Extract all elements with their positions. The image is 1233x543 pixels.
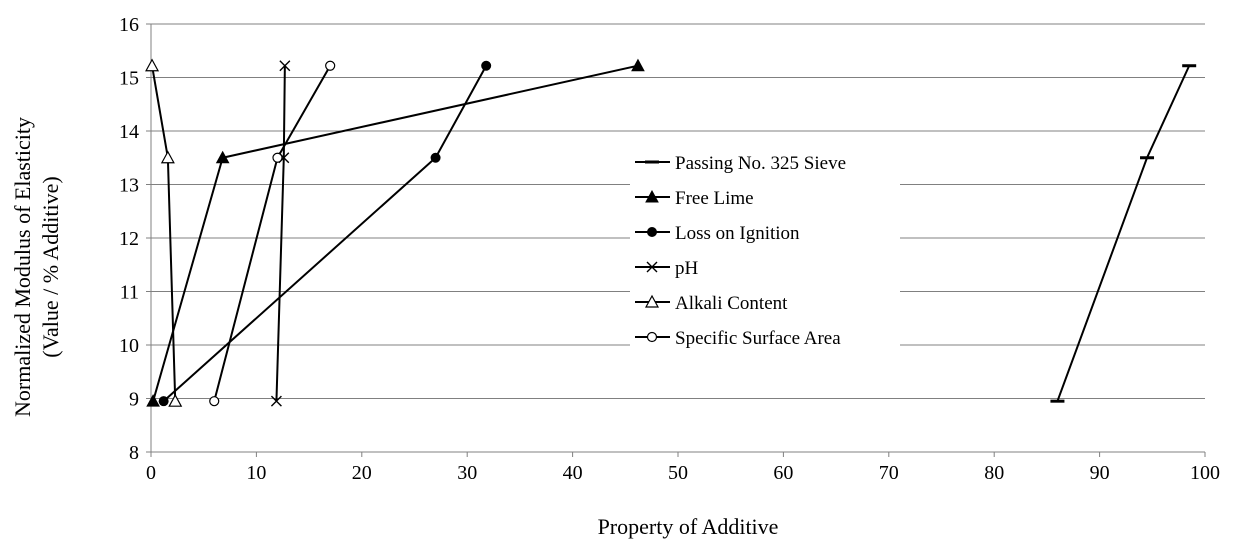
- y-tick-label-15: 15: [119, 68, 139, 90]
- data-point-ph-3: [279, 60, 291, 72]
- series-line-alkali-content: [151, 65, 177, 402]
- data-point-alkali-content-3: [145, 58, 160, 72]
- data-point-specific-surface-area-1: [209, 396, 220, 407]
- data-point-free-lime-2: [215, 150, 230, 164]
- data-point-specific-surface-area-3: [325, 60, 336, 71]
- y-tick-label-10: 10: [119, 335, 139, 357]
- y-tick-label-11: 11: [120, 282, 139, 304]
- data-point-alkali-content-1: [168, 393, 183, 407]
- series-loss-on-ignition: [158, 60, 492, 407]
- legend-marker-alkali-content: [644, 294, 660, 308]
- series-ph: [270, 60, 291, 407]
- data-point-loss-on-ignition-2: [430, 152, 441, 163]
- y-axis-title-line-2: (Value / % Additive): [38, 176, 63, 357]
- x-tick-label-50: 50: [668, 462, 688, 484]
- legend-marker-specific-surface-area: [646, 331, 658, 343]
- legend-label-alkali-content: Alkali Content: [675, 293, 788, 314]
- x-tick-label-80: 80: [984, 462, 1004, 484]
- x-tick-label-60: 60: [773, 462, 793, 484]
- legend-marker-free-lime: [645, 189, 659, 203]
- series-line-free-lime: [152, 64, 639, 402]
- x-tick-label-100: 100: [1190, 462, 1220, 484]
- series-line-specific-surface-area: [213, 65, 332, 402]
- series-free-lime: [146, 58, 645, 407]
- y-tick-label-16: 16: [119, 14, 139, 36]
- data-point-alkali-content-2: [160, 150, 175, 164]
- x-tick-label-70: 70: [879, 462, 899, 484]
- series-line-loss-on-ignition: [162, 65, 488, 402]
- legend-item-loss-on-ignition: Loss on Ignition: [635, 223, 800, 244]
- data-point-free-lime-1: [146, 394, 160, 407]
- y-tick-label-9: 9: [129, 389, 139, 411]
- legend-label-specific-surface-area: Specific Surface Area: [675, 328, 841, 349]
- series-group: [145, 58, 1197, 407]
- axes: [146, 23, 1206, 457]
- legend-label-free-lime: Free Lime: [675, 188, 754, 209]
- data-point-free-lime-3: [631, 58, 645, 72]
- legend-background: [630, 146, 900, 376]
- y-axis-title: Normalized Modulus of Elasticity (Value …: [10, 117, 63, 417]
- data-point-loss-on-ignition-3: [481, 60, 492, 71]
- legend: Passing No. 325 Sieve Free Lime Loss on Ig…: [630, 146, 900, 376]
- series-line-ph: [275, 65, 286, 402]
- x-tick-label-90: 90: [1090, 462, 1110, 484]
- y-tick-labels: 8 9 10 11 12 13 14 15 16: [119, 14, 139, 464]
- series-specific-surface-area: [209, 60, 336, 407]
- y-tick-label-13: 13: [119, 175, 139, 197]
- data-point-specific-surface-area-2: [272, 152, 283, 163]
- x-tick-label-30: 30: [457, 462, 477, 484]
- legend-item-specific-surface-area: Specific Surface Area: [635, 328, 841, 349]
- y-tick-label-14: 14: [119, 121, 139, 143]
- y-tick-label-12: 12: [119, 228, 139, 250]
- legend-marker-loss-on-ignition: [647, 227, 657, 237]
- data-point-loss-on-ignition-1: [158, 396, 169, 407]
- x-tick-label-10: 10: [246, 462, 266, 484]
- x-tick-label-20: 20: [352, 462, 372, 484]
- x-tick-label-40: 40: [563, 462, 583, 484]
- legend-item-passing-no-325-sieve: Passing No. 325 Sieve: [635, 153, 846, 174]
- legend-marker-ph: [646, 261, 658, 273]
- data-point-ph-1: [270, 395, 282, 407]
- y-axis-title-line-1: Normalized Modulus of Elasticity: [10, 117, 35, 417]
- legend-label-passing-no-325-sieve: Passing No. 325 Sieve: [675, 153, 846, 174]
- series-alkali-content: [145, 58, 183, 407]
- x-axis-title: Property of Additive: [598, 514, 779, 539]
- legend-item-ph: pH: [635, 258, 699, 279]
- series-passing-no-325-sieve: [1050, 64, 1197, 403]
- legend-label-ph: pH: [675, 258, 699, 279]
- series-line-passing-no-325-sieve: [1056, 65, 1191, 402]
- legend-label-loss-on-ignition: Loss on Ignition: [675, 223, 800, 244]
- y-tick-label-8: 8: [129, 442, 139, 464]
- x-tick-labels: 0 10 20 30 40 50 60 70 80 90 100: [146, 462, 1220, 484]
- x-tick-label-0: 0: [146, 462, 156, 484]
- legend-item-free-lime: Free Lime: [635, 188, 754, 209]
- legend-item-alkali-content: Alkali Content: [635, 293, 788, 314]
